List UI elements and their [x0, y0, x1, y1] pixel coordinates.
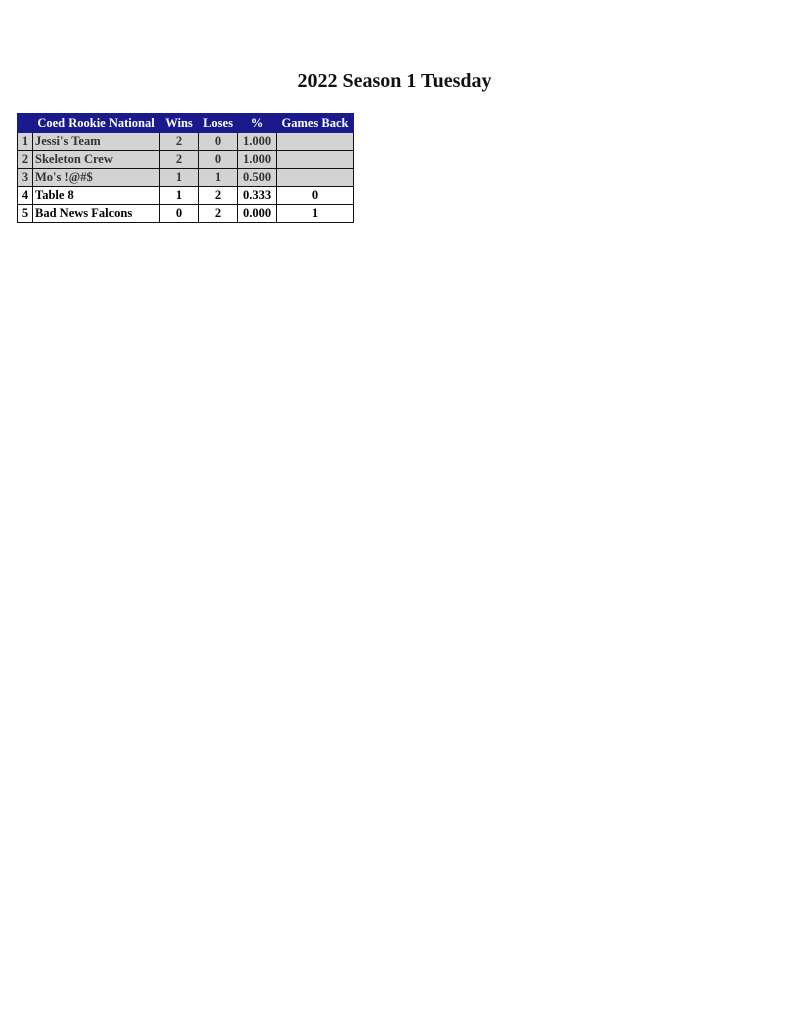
team-cell: Bad News Falcons	[32, 204, 160, 223]
pct-cell: 1.000	[237, 150, 277, 169]
table-row: 4 Table 8 1 2 0.333 0	[17, 186, 354, 205]
table-header-row: Coed Rookie National Wins Loses % Games …	[17, 113, 354, 133]
header-games-back: Games Back	[276, 113, 354, 133]
header-division: Coed Rookie National	[32, 113, 160, 133]
rank-cell: 5	[17, 204, 33, 223]
table-row: 1 Jessi's Team 2 0 1.000	[17, 132, 354, 151]
wins-cell: 0	[159, 204, 199, 223]
games-back-cell: 0	[276, 186, 354, 205]
loses-cell: 2	[198, 204, 238, 223]
rank-cell: 1	[17, 132, 33, 151]
pct-cell: 0.333	[237, 186, 277, 205]
games-back-cell: 1	[276, 204, 354, 223]
team-cell: Table 8	[32, 186, 160, 205]
team-cell: Mo's !@#$	[32, 168, 160, 187]
title-text: 2022 Season 1 Tuesday	[297, 70, 492, 92]
pct-cell: 0.500	[237, 168, 277, 187]
table-row: 2 Skeleton Crew 2 0 1.000	[17, 150, 354, 169]
rank-cell: 2	[17, 150, 33, 169]
header-rank	[17, 113, 33, 133]
wins-cell: 1	[159, 186, 199, 205]
loses-cell: 1	[198, 168, 238, 187]
table-row: 5 Bad News Falcons 0 2 0.000 1	[17, 204, 354, 223]
loses-cell: 2	[198, 186, 238, 205]
wins-cell: 1	[159, 168, 199, 187]
standings-table: Coed Rookie National Wins Loses % Games …	[17, 113, 354, 223]
rank-cell: 4	[17, 186, 33, 205]
wins-cell: 2	[159, 132, 199, 151]
header-pct: %	[237, 113, 277, 133]
header-loses: Loses	[198, 113, 238, 133]
pct-cell: 1.000	[237, 132, 277, 151]
table-row: 3 Mo's !@#$ 1 1 0.500	[17, 168, 354, 187]
loses-cell: 0	[198, 132, 238, 151]
games-back-cell	[276, 168, 354, 187]
games-back-cell	[276, 150, 354, 169]
wins-cell: 2	[159, 150, 199, 169]
page-title: 2022 Season 1 Tuesday	[0, 70, 791, 93]
team-cell: Skeleton Crew	[32, 150, 160, 169]
games-back-cell	[276, 132, 354, 151]
loses-cell: 0	[198, 150, 238, 169]
rank-cell: 3	[17, 168, 33, 187]
header-wins: Wins	[159, 113, 199, 133]
pct-cell: 0.000	[237, 204, 277, 223]
team-cell: Jessi's Team	[32, 132, 160, 151]
